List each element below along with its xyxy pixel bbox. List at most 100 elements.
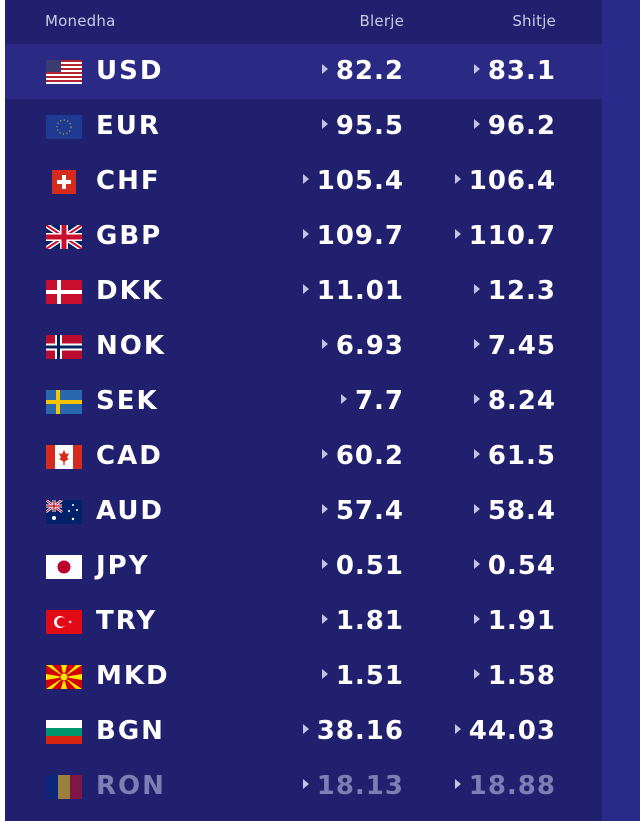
- buy-rate: 105.4: [302, 166, 404, 196]
- se-flag-icon: [46, 390, 82, 414]
- caret-right-icon: [473, 503, 480, 514]
- right-side-strip: [602, 0, 640, 821]
- table-header: Monedha Blerje Shitje: [5, 0, 602, 44]
- caret-right-icon: [302, 228, 309, 239]
- sell-rate: 61.5: [473, 441, 556, 471]
- buy-rate: 18.13: [302, 771, 404, 801]
- table-row: MKD 1.51 1.58: [5, 649, 602, 704]
- caret-right-icon: [454, 723, 461, 734]
- table-row: GBP 109.7 110.7: [5, 209, 602, 264]
- currency-code: USD: [96, 56, 164, 86]
- buy-rate: 82.2: [321, 56, 404, 86]
- currency-code: GBP: [96, 221, 163, 251]
- currency-code: RON: [96, 771, 166, 801]
- sell-rate: 1.91: [473, 606, 556, 636]
- currency-code: JPY: [96, 551, 150, 581]
- caret-right-icon: [340, 393, 347, 404]
- caret-right-icon: [302, 778, 309, 789]
- buy-rate: 60.2: [321, 441, 404, 471]
- caret-right-icon: [302, 283, 309, 294]
- caret-right-icon: [321, 448, 328, 459]
- buy-rate: 109.7: [302, 221, 404, 251]
- sell-rate: 96.2: [473, 111, 556, 141]
- caret-right-icon: [473, 558, 480, 569]
- sell-rate: 58.4: [473, 496, 556, 526]
- sell-rate: 1.58: [473, 661, 556, 691]
- sell-rate: 0.54: [473, 551, 556, 581]
- sell-rate: 83.1: [473, 56, 556, 86]
- table-row: EUR 95.5 96.2: [5, 99, 602, 154]
- table-row: USD 82.2 83.1: [5, 44, 602, 99]
- caret-right-icon: [321, 118, 328, 129]
- currency-code: BGN: [96, 716, 165, 746]
- caret-right-icon: [473, 613, 480, 624]
- table-row: SEK 7.7 8.24: [5, 374, 602, 429]
- currency-code: NOK: [96, 331, 167, 361]
- table-row: JPY 0.51 0.54: [5, 539, 602, 594]
- caret-right-icon: [454, 173, 461, 184]
- sell-rate: 44.03: [454, 716, 556, 746]
- table-row: RON 18.13 18.88: [5, 759, 602, 814]
- ca-flag-icon: [46, 445, 82, 469]
- table-row: NOK 6.93 7.45: [5, 319, 602, 374]
- caret-right-icon: [321, 63, 328, 74]
- buy-rate: 11.01: [302, 276, 404, 306]
- header-buy: Blerje: [359, 12, 404, 30]
- currency-code: AUD: [96, 496, 165, 526]
- caret-right-icon: [473, 668, 480, 679]
- bg-flag-icon: [46, 720, 82, 744]
- page-edge: [0, 0, 5, 821]
- sell-rate: 110.7: [454, 221, 556, 251]
- ch-flag-icon: [46, 170, 82, 194]
- caret-right-icon: [454, 228, 461, 239]
- sell-rate: 7.45: [473, 331, 556, 361]
- caret-right-icon: [473, 393, 480, 404]
- mk-flag-icon: [46, 665, 82, 689]
- caret-right-icon: [473, 118, 480, 129]
- buy-rate: 1.81: [321, 606, 404, 636]
- table-row: CHF 105.4 106.4: [5, 154, 602, 209]
- caret-right-icon: [473, 448, 480, 459]
- tr-flag-icon: [46, 610, 82, 634]
- caret-right-icon: [321, 338, 328, 349]
- table-row: BGN 38.16 44.03: [5, 704, 602, 759]
- caret-right-icon: [321, 503, 328, 514]
- sell-rate: 106.4: [454, 166, 556, 196]
- caret-right-icon: [473, 283, 480, 294]
- caret-right-icon: [302, 723, 309, 734]
- jp-flag-icon: [46, 555, 82, 579]
- currency-code: CHF: [96, 166, 161, 196]
- caret-right-icon: [321, 613, 328, 624]
- currency-code: SEK: [96, 386, 159, 416]
- table-row: DKK 11.01 12.3: [5, 264, 602, 319]
- exchange-rate-table: Monedha Blerje Shitje USD 82.2 83.1: [5, 0, 602, 821]
- caret-right-icon: [473, 338, 480, 349]
- header-currency: Monedha: [45, 12, 116, 30]
- buy-rate: 7.7: [340, 386, 404, 416]
- sell-rate: 12.3: [473, 276, 556, 306]
- buy-rate: 57.4: [321, 496, 404, 526]
- caret-right-icon: [321, 668, 328, 679]
- table-row: CAD 60.2 61.5: [5, 429, 602, 484]
- caret-right-icon: [473, 63, 480, 74]
- eu-flag-icon: [46, 115, 82, 139]
- caret-right-icon: [302, 173, 309, 184]
- us-flag-icon: [46, 60, 82, 84]
- caret-right-icon: [321, 558, 328, 569]
- au-flag-icon: [46, 500, 82, 524]
- buy-rate: 6.93: [321, 331, 404, 361]
- currency-code: TRY: [96, 606, 158, 636]
- currency-code: MKD: [96, 661, 170, 691]
- buy-rate: 1.51: [321, 661, 404, 691]
- currency-code: CAD: [96, 441, 163, 471]
- buy-rate: 95.5: [321, 111, 404, 141]
- table-row: TRY 1.81 1.91: [5, 594, 602, 649]
- dk-flag-icon: [46, 280, 82, 304]
- sell-rate: 18.88: [454, 771, 556, 801]
- currency-code: EUR: [96, 111, 161, 141]
- buy-rate: 38.16: [302, 716, 404, 746]
- caret-right-icon: [454, 778, 461, 789]
- ro-flag-icon: [46, 775, 82, 799]
- no-flag-icon: [46, 335, 82, 359]
- currency-code: DKK: [96, 276, 164, 306]
